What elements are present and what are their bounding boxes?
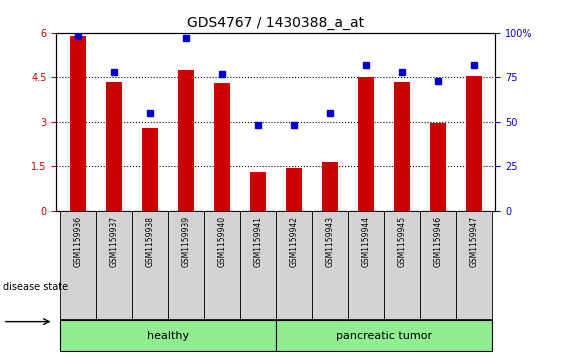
Bar (250, 172, 266, 211)
Bar (394, 82, 410, 211)
Text: GSM1159936: GSM1159936 (73, 216, 82, 267)
FancyBboxPatch shape (240, 211, 276, 319)
Title: GDS4767 / 1430388_a_at: GDS4767 / 1430388_a_at (187, 16, 364, 30)
Text: GSM1159943: GSM1159943 (325, 216, 334, 267)
FancyBboxPatch shape (420, 211, 456, 319)
Bar (322, 162, 338, 211)
Text: GSM1159947: GSM1159947 (470, 216, 479, 267)
Bar (142, 127, 158, 211)
Text: GSM1159940: GSM1159940 (217, 216, 226, 267)
Bar (430, 123, 446, 211)
Text: GSM1159938: GSM1159938 (145, 216, 154, 267)
FancyBboxPatch shape (312, 211, 348, 319)
FancyBboxPatch shape (96, 211, 132, 319)
FancyBboxPatch shape (168, 211, 204, 319)
Bar (106, 82, 122, 211)
Bar (178, 70, 194, 211)
FancyBboxPatch shape (348, 211, 384, 319)
Text: GSM1159942: GSM1159942 (289, 216, 298, 267)
Text: GSM1159939: GSM1159939 (181, 216, 190, 267)
FancyBboxPatch shape (456, 211, 492, 319)
FancyBboxPatch shape (132, 211, 168, 319)
Bar (358, 77, 374, 211)
Text: GSM1159946: GSM1159946 (434, 216, 443, 267)
Text: GSM1159945: GSM1159945 (397, 216, 406, 267)
Text: GSM1159941: GSM1159941 (253, 216, 262, 267)
FancyBboxPatch shape (60, 211, 96, 319)
Text: disease state: disease state (3, 282, 68, 292)
Text: GSM1159944: GSM1159944 (361, 216, 370, 267)
Bar (214, 83, 230, 211)
FancyBboxPatch shape (276, 211, 312, 319)
FancyBboxPatch shape (384, 211, 420, 319)
Bar (286, 168, 302, 211)
Text: healthy: healthy (147, 331, 189, 341)
Text: pancreatic tumor: pancreatic tumor (336, 331, 432, 341)
Bar (70, 36, 86, 211)
Bar (466, 76, 482, 211)
FancyBboxPatch shape (60, 320, 276, 351)
FancyBboxPatch shape (276, 320, 492, 351)
Text: GSM1159937: GSM1159937 (109, 216, 118, 267)
FancyBboxPatch shape (204, 211, 240, 319)
